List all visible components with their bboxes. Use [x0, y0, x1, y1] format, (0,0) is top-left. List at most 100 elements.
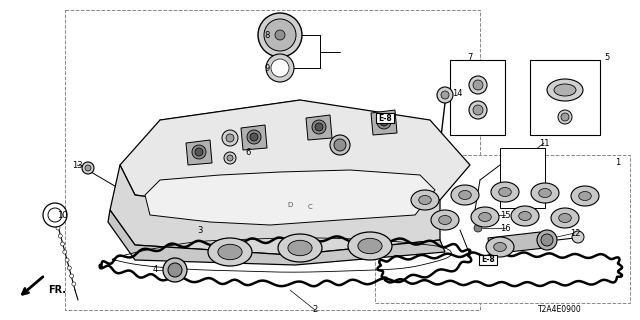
Circle shape — [58, 234, 62, 238]
Circle shape — [275, 30, 285, 40]
Ellipse shape — [471, 207, 499, 227]
Text: 12: 12 — [570, 228, 580, 237]
Ellipse shape — [493, 243, 506, 252]
Circle shape — [43, 203, 67, 227]
Polygon shape — [488, 232, 545, 254]
Circle shape — [82, 162, 94, 174]
Circle shape — [474, 224, 482, 232]
Ellipse shape — [551, 208, 579, 228]
Circle shape — [441, 91, 449, 99]
Circle shape — [469, 101, 487, 119]
Text: 2: 2 — [312, 306, 317, 315]
Ellipse shape — [539, 188, 551, 197]
Text: T2A4E0900: T2A4E0900 — [538, 306, 582, 315]
Polygon shape — [241, 125, 267, 150]
Circle shape — [67, 266, 71, 270]
Circle shape — [70, 274, 74, 278]
Circle shape — [437, 87, 453, 103]
Ellipse shape — [579, 191, 591, 201]
Circle shape — [72, 282, 76, 286]
Text: E-8: E-8 — [378, 114, 392, 123]
Circle shape — [334, 139, 346, 151]
Text: 13: 13 — [72, 161, 83, 170]
Circle shape — [541, 234, 553, 246]
Circle shape — [558, 110, 572, 124]
Circle shape — [572, 231, 584, 243]
Polygon shape — [371, 110, 397, 135]
Ellipse shape — [431, 210, 459, 230]
Ellipse shape — [531, 183, 559, 203]
Ellipse shape — [571, 186, 599, 206]
Ellipse shape — [208, 238, 252, 266]
Ellipse shape — [348, 232, 392, 260]
Bar — [65, 10, 480, 310]
Circle shape — [85, 165, 91, 171]
Text: 1: 1 — [616, 157, 621, 166]
Bar — [375, 155, 630, 303]
Circle shape — [330, 135, 350, 155]
Text: 5: 5 — [604, 52, 610, 61]
Text: 15: 15 — [500, 211, 510, 220]
Circle shape — [192, 145, 206, 159]
Text: 9: 9 — [264, 63, 269, 73]
Bar — [450, 60, 505, 135]
Ellipse shape — [358, 238, 382, 254]
Circle shape — [264, 19, 296, 51]
Ellipse shape — [438, 215, 451, 225]
Polygon shape — [120, 100, 470, 215]
Bar — [530, 60, 600, 135]
Ellipse shape — [559, 213, 572, 222]
Ellipse shape — [451, 185, 479, 205]
Text: 11: 11 — [539, 139, 549, 148]
Polygon shape — [186, 140, 212, 165]
Circle shape — [312, 120, 326, 134]
Circle shape — [222, 130, 238, 146]
Ellipse shape — [479, 212, 492, 221]
Circle shape — [561, 113, 569, 121]
Text: 6: 6 — [245, 148, 251, 156]
Circle shape — [473, 105, 483, 115]
Circle shape — [247, 130, 261, 144]
Circle shape — [469, 76, 487, 94]
Circle shape — [258, 13, 302, 57]
Circle shape — [224, 152, 236, 164]
Circle shape — [380, 118, 388, 126]
Circle shape — [266, 54, 294, 82]
Circle shape — [473, 80, 483, 90]
Bar — [500, 148, 545, 208]
Ellipse shape — [411, 190, 439, 210]
Ellipse shape — [278, 234, 322, 262]
Circle shape — [63, 250, 67, 254]
Ellipse shape — [288, 240, 312, 256]
Ellipse shape — [547, 79, 583, 101]
Ellipse shape — [499, 188, 511, 196]
Text: 8: 8 — [264, 30, 269, 39]
Circle shape — [473, 210, 483, 220]
Text: 3: 3 — [197, 226, 203, 235]
Circle shape — [377, 115, 391, 129]
Circle shape — [163, 258, 187, 282]
Polygon shape — [108, 210, 445, 265]
Circle shape — [195, 148, 203, 156]
Circle shape — [56, 226, 60, 230]
Text: C: C — [308, 204, 312, 210]
Text: 10: 10 — [57, 211, 67, 220]
Text: 7: 7 — [467, 52, 473, 61]
Text: D: D — [287, 202, 292, 208]
Text: E-8: E-8 — [481, 255, 495, 265]
Ellipse shape — [486, 237, 514, 257]
Text: 14: 14 — [452, 89, 462, 98]
Circle shape — [65, 258, 69, 262]
Polygon shape — [110, 165, 440, 255]
Text: 16: 16 — [500, 223, 510, 233]
Bar — [479, 255, 497, 265]
Circle shape — [226, 134, 234, 142]
Ellipse shape — [218, 244, 242, 260]
Circle shape — [250, 133, 258, 141]
Circle shape — [271, 59, 289, 77]
Ellipse shape — [459, 190, 471, 199]
Ellipse shape — [419, 196, 431, 204]
Circle shape — [315, 123, 323, 131]
Ellipse shape — [518, 212, 531, 220]
Circle shape — [537, 230, 557, 250]
